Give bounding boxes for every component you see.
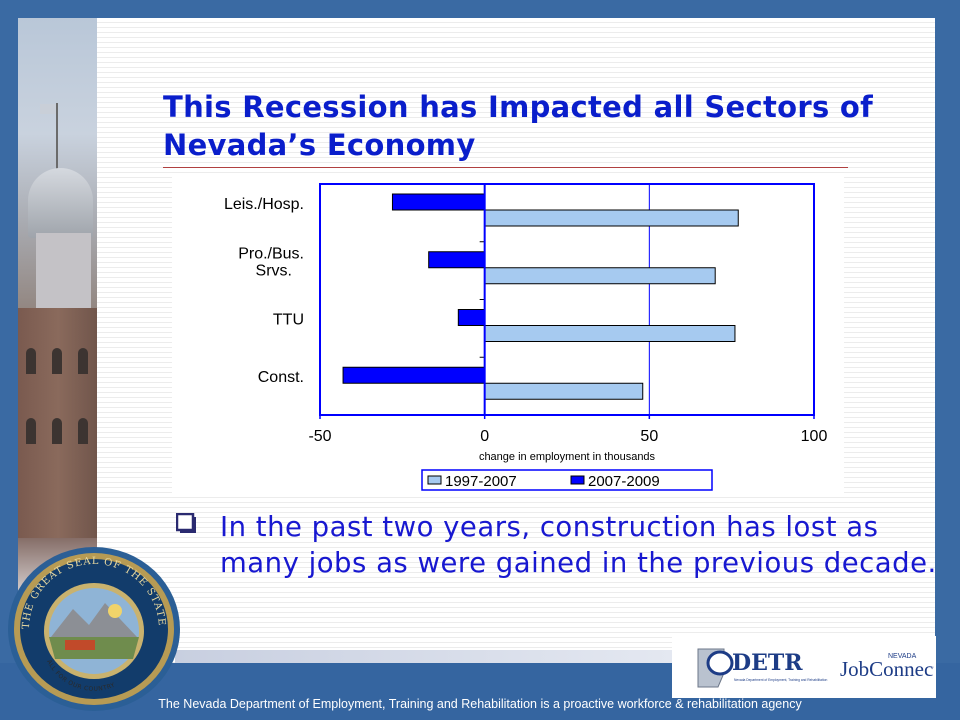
window (26, 348, 36, 374)
bar-2007-2009 (391, 193, 486, 211)
nevada-seal: THE GREAT SEAL OF THE STATE OF NEVADA AL… (5, 545, 180, 711)
frame-top (18, 0, 935, 18)
x-tick-label: 0 (480, 428, 489, 445)
bar-1997-2007 (484, 382, 644, 400)
capitol-dome (28, 168, 93, 238)
bar-2007-2009 (342, 366, 486, 384)
flag-shape (40, 104, 56, 114)
window (78, 418, 88, 444)
category-label: TTU (273, 311, 304, 328)
title-underline (163, 167, 848, 168)
slide-title: This Recession has Impacted all Sectors … (163, 90, 874, 162)
bullet-text: In the past two years, construction has … (220, 511, 937, 579)
frame-left (0, 0, 18, 720)
x-tick-label: -50 (308, 428, 331, 445)
bar-1997-2007 (484, 267, 716, 285)
legend-swatch (427, 475, 442, 485)
frame-right (935, 0, 960, 720)
jobconnect-name: JobConnect (840, 657, 934, 681)
x-axis-label: change in employment in thousands (479, 451, 656, 463)
legend-swatch (570, 475, 585, 485)
window (26, 418, 36, 444)
jobconnect-state: NEVADA (888, 653, 917, 660)
legend-label: 1997-2007 (445, 473, 517, 490)
category-label: Leis./Hosp. (224, 196, 304, 213)
chart-legend: 1997-2007 2007-2009 (421, 469, 713, 491)
employment-bar-chart: Leis./Hosp. Pro./Bus. Srvs. TTU Const. -50 0 50… (172, 175, 844, 497)
capitol-tower (36, 233, 91, 313)
window (78, 348, 88, 374)
bar-1997-2007 (484, 209, 739, 227)
bar-1997-2007 (484, 325, 736, 342)
x-tick-label: 50 (640, 428, 658, 445)
detr-name: DETR (732, 650, 803, 676)
detr-logo: DETR Nevada Department of Employment, Tr… (697, 648, 827, 688)
bar-2007-2009 (457, 309, 486, 326)
bar-2007-2009 (428, 251, 486, 269)
window (52, 348, 62, 374)
category-label: Pro./Bus. Srvs. (238, 246, 304, 280)
jobconnect-logo: NEVADA JobConnect (840, 653, 934, 681)
window (52, 418, 62, 444)
legend-label: 2007-2009 (588, 473, 660, 490)
detr-subtitle: Nevada Department of Employment, Trainin… (734, 678, 827, 682)
footer-text: The Nevada Department of Employment, Tra… (158, 697, 802, 711)
legend-box (421, 469, 713, 491)
checkbox-bullet-icon (176, 513, 196, 533)
x-tick-label: 100 (801, 428, 828, 445)
capitol-building (18, 308, 98, 538)
flag-pole (56, 103, 58, 173)
category-label: Const. (258, 369, 304, 386)
